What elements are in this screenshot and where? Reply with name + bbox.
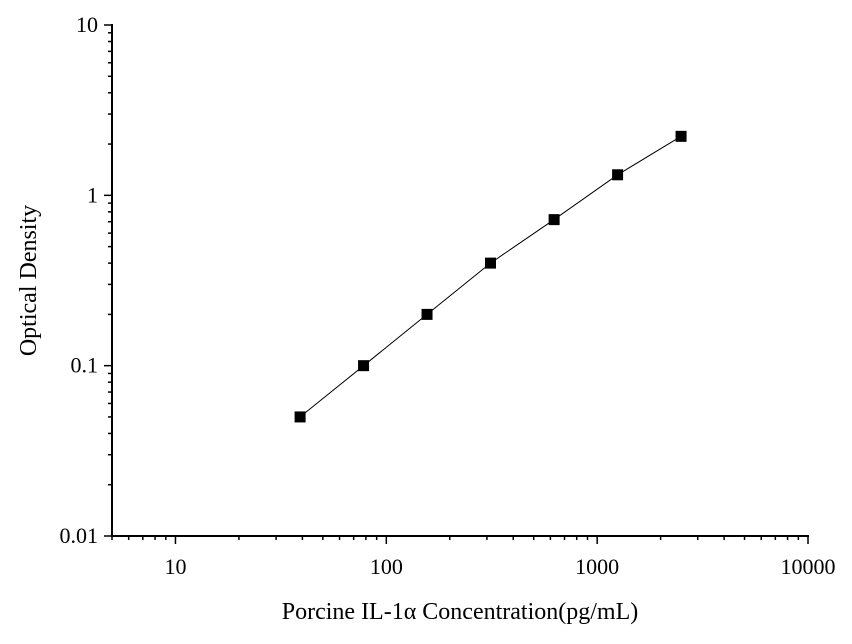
tick-labels: 10 1 0.1 0.01 10 100 1000 10000 [60,12,836,579]
data-point-marker [294,411,306,423]
x-tick-label: 10000 [781,554,836,579]
axes [111,24,809,537]
x-tick-label: 10 [164,554,186,579]
ticks [104,24,809,544]
y-tick-label: 1 [87,182,98,207]
data-point-marker [612,169,624,181]
y-axis-title: Optical Density [16,205,42,356]
data-point-marker [358,360,370,372]
data-point-marker [675,130,687,142]
data-point-marker [421,308,433,320]
plot-area [294,130,687,423]
y-tick-label: 0.01 [60,523,99,548]
x-axis-title: Porcine IL-1α Concentration(pg/mL) [282,599,638,625]
data-markers [294,130,687,423]
x-tick-label: 1000 [575,554,619,579]
data-point-marker [485,257,497,269]
x-tick-label: 100 [370,554,403,579]
data-point-marker [548,214,560,226]
series-line [299,135,682,418]
y-tick-label: 0.1 [71,353,99,378]
y-tick-label: 10 [76,12,98,37]
